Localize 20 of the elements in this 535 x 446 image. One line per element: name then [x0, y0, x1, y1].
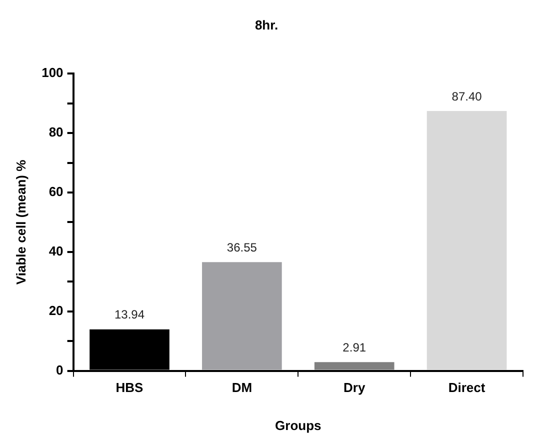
x-tick-label: Dry: [344, 380, 366, 396]
x-axis-title: Groups: [275, 418, 322, 433]
data-label: 2.91: [342, 340, 366, 354]
y-tick-label: 100: [42, 65, 64, 80]
y-tick-label: 0: [56, 362, 64, 378]
y-tick-label: 40: [48, 244, 64, 258]
bar: [314, 362, 394, 370]
y-axis-title: Viable cell (mean) %: [13, 159, 28, 285]
data-label: 13.94: [114, 308, 145, 322]
y-tick-label: 60: [48, 184, 64, 200]
chart-title: 8hr.: [254, 17, 278, 32]
x-tick-label: Direct: [448, 380, 486, 396]
x-tick-label: DM: [232, 380, 252, 396]
y-tick-label: 80: [48, 124, 64, 140]
data-label: 87.40: [452, 89, 482, 104]
data-label: 36.55: [226, 240, 258, 254]
y-tick-label: 20: [48, 302, 64, 318]
bar: [202, 262, 282, 370]
bar: [426, 111, 507, 370]
x-tick-label: HBS: [116, 380, 144, 396]
